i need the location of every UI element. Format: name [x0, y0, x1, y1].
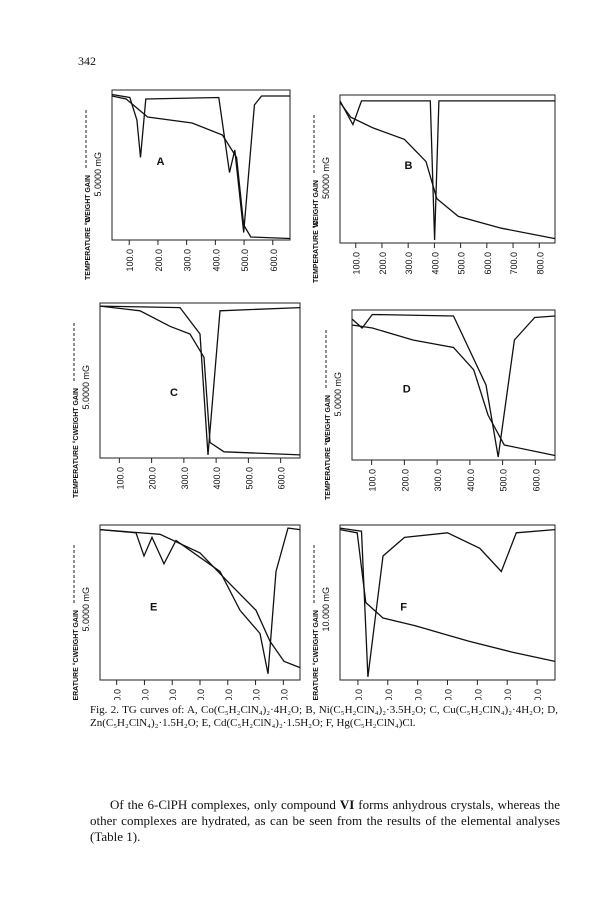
text: forms anhydrous crystals, whereas the ot…	[90, 797, 560, 844]
tick-label: 600.0	[277, 467, 287, 490]
panel-letter: D	[403, 384, 411, 396]
weight-label: WEIGHT GAIN	[73, 388, 80, 435]
tick-label: 400.0	[212, 467, 222, 490]
tick-label: 500.0	[457, 252, 467, 275]
tg-curve	[111, 93, 290, 233]
tick-label: 100.0	[113, 689, 123, 700]
temperature-label: TEMPERATURE °C	[72, 657, 80, 700]
tg-curve	[339, 100, 555, 241]
panel-frame	[99, 302, 301, 459]
tick-label: 600.0	[531, 469, 541, 492]
tick-label: 400.0	[211, 249, 221, 272]
tick-label: 600.0	[252, 689, 262, 700]
tick-label: 100.0	[125, 249, 135, 272]
panel-letter: B	[405, 160, 413, 172]
tick-label: 600.0	[483, 252, 493, 275]
tick-label: 100.0	[354, 689, 364, 700]
tick-label: 700.0	[509, 252, 519, 275]
tick-label: 800.0	[535, 252, 545, 275]
weight-label: WEIGHT GAIN	[313, 180, 320, 227]
temperature-label: TEMPERATURE °C	[312, 657, 320, 700]
scale-label: 50000 mG	[321, 157, 331, 199]
figure: A 100.0 200.0 300.0 400.0 500.0 600.0 WEIGHT GA…	[72, 89, 556, 700]
tick-label: 600.0	[269, 249, 279, 272]
tick-label: 200.0	[384, 689, 394, 700]
tick-label: 200.0	[400, 469, 410, 492]
tick-label: 100.0	[115, 467, 125, 490]
tick-label: 300.0	[433, 469, 443, 492]
tick-label: 100.0	[352, 252, 362, 275]
panel-frame	[111, 89, 291, 241]
tg-curve	[99, 527, 301, 674]
scale-label: 5.0000 mG	[93, 152, 103, 197]
tick-label: 400.0	[444, 689, 454, 700]
temperature-label: TEMPERATURE °C	[84, 217, 92, 280]
tick-label: 200.0	[378, 252, 388, 275]
panel-letter: C	[170, 387, 178, 399]
tick-label: 200.0	[154, 249, 164, 272]
tick-label: 500.0	[499, 469, 509, 492]
temperature-label: TEMPERATURE °C	[312, 220, 320, 283]
tick-label: 300.0	[404, 252, 414, 275]
tick-label: 500.0	[240, 249, 250, 272]
tg-curve	[351, 313, 556, 458]
tg-curve	[339, 528, 556, 663]
tick-label: 400.0	[196, 689, 206, 700]
tick-label: 400.0	[466, 469, 476, 492]
scale-label: 5.0000 mG	[81, 365, 91, 410]
weight-label: WEIGHT GAIN	[85, 175, 92, 222]
tg-curve	[99, 305, 301, 456]
tick-label: 500.0	[224, 689, 234, 700]
page-number: 342	[78, 54, 96, 68]
tg-curve	[351, 324, 556, 457]
weight-label: WEIGHT GAIN	[313, 610, 320, 657]
tick-label: 300.0	[168, 689, 178, 700]
scale-label: 10.000 mG	[321, 587, 331, 632]
tg-curve	[99, 528, 301, 669]
tick-label: 500.0	[473, 689, 483, 700]
panel-letter: A	[157, 156, 165, 168]
temperature-label: TEMPERATURE °C	[72, 435, 80, 498]
compound: VI	[339, 797, 355, 812]
tick-label: 300.0	[183, 249, 193, 272]
panel-frame	[339, 524, 556, 681]
tick-label: 600.0	[503, 689, 513, 700]
tg-curve	[99, 305, 301, 455]
tg-curve	[111, 95, 291, 240]
panel-frame	[99, 524, 301, 681]
tick-label: 100.0	[368, 469, 378, 492]
scale-label: 5.0000 mG	[333, 372, 343, 417]
paragraph: Of the 6-ClPH complexes, only compound V…	[90, 797, 560, 845]
tick-label: 700.0	[279, 689, 289, 700]
tick-label: 400.0	[430, 252, 440, 275]
tick-label: 200.0	[140, 689, 150, 700]
tg-curve	[339, 527, 556, 677]
tick-label: 700.0	[533, 689, 543, 700]
tick-label: 200.0	[148, 467, 158, 490]
text: Of the 6-ClPH complexes, only compound	[110, 797, 340, 812]
panel-letter: F	[400, 601, 407, 613]
tick-label: 500.0	[244, 467, 254, 490]
panel-frame	[339, 94, 556, 244]
panel-letter: E	[150, 601, 157, 613]
tick-label: 300.0	[180, 467, 190, 490]
caption: Fig. 2. TG curves of: A, Co(C₅H₂ClN₄)₂·4…	[90, 704, 558, 729]
scale-label: 5.0000 mG	[81, 587, 91, 632]
panel-frame	[351, 309, 556, 461]
temperature-label: TEMPERATURE °C	[324, 437, 332, 500]
weight-label: WEIGHT GAIN	[73, 610, 80, 657]
tg-curve	[339, 102, 556, 240]
tick-label: 300.0	[414, 689, 424, 700]
weight-label: WEIGHT GAIN	[325, 395, 332, 442]
